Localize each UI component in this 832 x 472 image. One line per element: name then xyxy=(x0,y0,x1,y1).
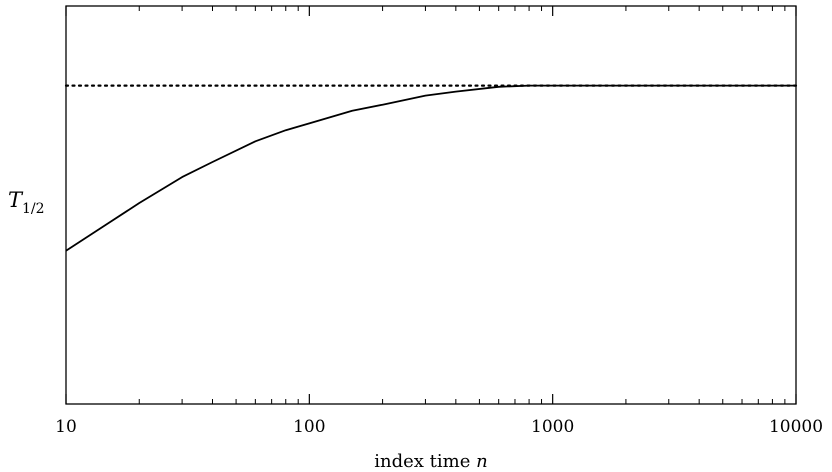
x-axis-title: index time n xyxy=(374,451,487,472)
y-axis-title: T1/2 xyxy=(8,188,45,217)
x-tick-label: 10000 xyxy=(769,417,823,437)
x-axis-title-text: index time xyxy=(374,451,476,472)
x-tick-label: 1000 xyxy=(531,417,574,437)
major-ticks xyxy=(65,6,797,404)
series-line xyxy=(65,84,796,252)
x-axis-title-variable: n xyxy=(476,451,488,472)
minor-ticks xyxy=(138,6,786,404)
x-tick-labels: 10 100 1000 10000 xyxy=(55,417,823,437)
series-layer xyxy=(64,84,798,252)
y-axis-title-main: T xyxy=(8,188,24,212)
y-axis-title-sub: 1/2 xyxy=(22,201,45,217)
plot-frame xyxy=(65,5,797,405)
x-tick-label: 100 xyxy=(293,417,325,437)
x-tick-label: 10 xyxy=(55,417,77,437)
